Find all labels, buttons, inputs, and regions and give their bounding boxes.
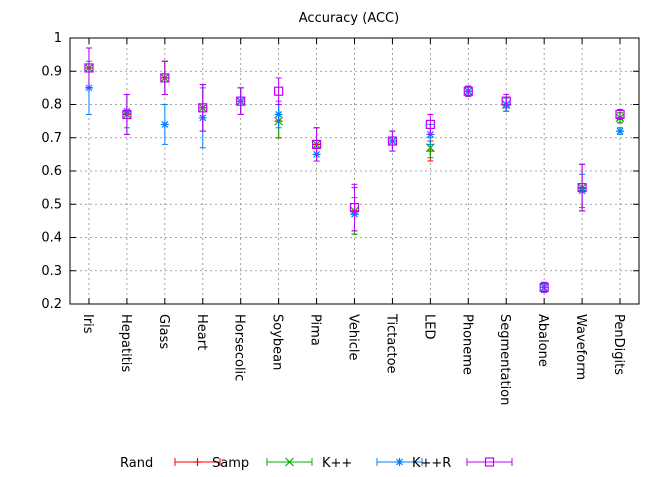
data-point xyxy=(160,73,170,83)
x-tick-label: Segmentation xyxy=(497,314,512,405)
y-tick-label: 0.2 xyxy=(41,297,62,312)
legend-marker xyxy=(193,458,202,466)
x-tick-label: Soybean xyxy=(270,314,285,370)
data-point xyxy=(501,96,511,106)
data-point xyxy=(463,86,473,96)
x-tick-label: Vehicle xyxy=(346,314,361,361)
x-tick-label: Pima xyxy=(308,314,323,346)
chart-title: Accuracy (ACC) xyxy=(299,11,399,26)
legend-label: K++ xyxy=(322,456,352,471)
legend-label: K++R xyxy=(412,456,451,471)
x-tick-label: PenDigits xyxy=(611,314,626,375)
x-axis: Iris Hepatitis Glass Heart Horsecolic Soybean… xyxy=(80,38,626,405)
legend-marker xyxy=(395,458,404,466)
data-point xyxy=(122,109,132,120)
legend-label: Samp xyxy=(212,456,249,471)
y-tick-label: 0.8 xyxy=(41,98,62,113)
data-point xyxy=(425,143,435,153)
data-point xyxy=(274,86,284,96)
data-point xyxy=(236,96,246,106)
data-point xyxy=(311,139,322,149)
x-tick-label: Horsecolic xyxy=(232,314,247,381)
legend-marker xyxy=(285,457,294,467)
data-point xyxy=(160,120,169,129)
y-tick-label: 0.4 xyxy=(41,231,62,246)
data-point xyxy=(577,183,587,193)
y-tick-label: 0.9 xyxy=(41,64,62,79)
x-tick-label: Abalone xyxy=(535,314,550,367)
x-tick-label: Glass xyxy=(156,314,171,349)
series-layer xyxy=(84,47,625,293)
x-tick-label: Hepatitis xyxy=(118,314,133,372)
data-point xyxy=(274,110,283,119)
legend: Rand Samp K++ K++R xyxy=(120,456,513,471)
legend-label: Rand xyxy=(120,456,153,471)
y-tick-label: 0.7 xyxy=(41,131,62,146)
x-tick-label: Tictactoe xyxy=(383,313,398,374)
data-point xyxy=(387,136,398,146)
data-point xyxy=(84,63,94,73)
legend-marker xyxy=(484,457,495,467)
y-axis: 0.2 0.3 0.4 0.5 0.6 0.7 0.8 0.9 1 xyxy=(41,31,639,312)
x-tick-label: Waveform xyxy=(573,314,588,380)
x-tick-label: Iris xyxy=(80,314,95,334)
y-tick-label: 0.5 xyxy=(41,197,62,212)
y-tick-label: 1 xyxy=(54,31,62,46)
grid-layer xyxy=(70,38,639,304)
data-point xyxy=(616,127,625,136)
data-point xyxy=(539,282,549,292)
data-point xyxy=(425,119,435,130)
data-point xyxy=(349,202,360,213)
y-tick-label: 0.6 xyxy=(41,164,62,179)
x-tick-label: Phoneme xyxy=(459,314,474,375)
x-tick-label: LED xyxy=(421,314,436,339)
series-kpp xyxy=(84,60,625,292)
series-kppr xyxy=(84,47,625,293)
y-tick-label: 0.3 xyxy=(41,264,62,279)
data-point xyxy=(615,109,625,120)
x-tick-label: Heart xyxy=(194,314,209,350)
data-point xyxy=(198,103,208,113)
